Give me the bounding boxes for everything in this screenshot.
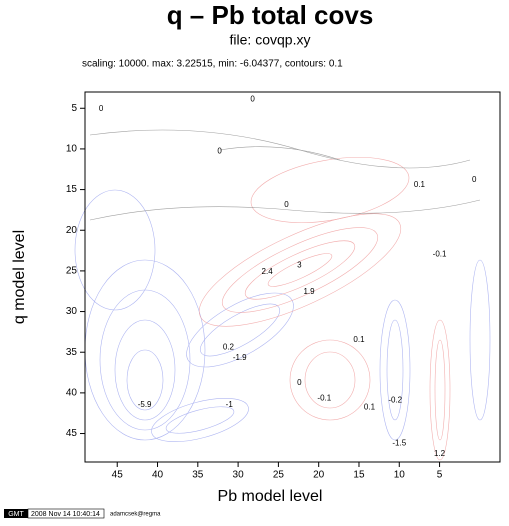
contour-label: 0	[297, 378, 302, 387]
x-tick-label: 40	[152, 470, 164, 481]
timestamp-box	[27, 508, 105, 519]
contour-label: -0.2	[388, 395, 402, 404]
timestamp: 2008 Nov 14 10:40:14	[31, 511, 100, 518]
contour-field	[74, 129, 491, 461]
contour-label: 1.2	[434, 449, 446, 458]
contour-label: 0	[99, 104, 104, 113]
y-tick-label: 45	[66, 428, 78, 439]
x-tick-label: 35	[192, 470, 204, 481]
contour-label: -1	[226, 400, 234, 409]
info-line: scaling: 10000. max: 3.22515, min: -6.04…	[82, 59, 343, 70]
chart-title: q – Pb total covs	[167, 0, 374, 30]
x-tick-label: 10	[394, 470, 406, 481]
x-tick-label: 15	[353, 470, 365, 481]
y-tick-label: 35	[66, 347, 78, 358]
y-axis-label: q model level	[11, 230, 28, 324]
contour-label: -5.9	[138, 400, 152, 409]
contour-label: 0.1	[353, 335, 365, 344]
contour-label: 0.1	[414, 180, 426, 189]
x-tick-label: 5	[437, 470, 443, 481]
x-tick-label: 30	[233, 470, 245, 481]
y-tick-label: 25	[66, 266, 78, 277]
contour-label: 0	[472, 175, 477, 184]
contour-label: 2.4	[262, 267, 274, 276]
chart-subtitle: file: covqp.xy	[230, 32, 311, 48]
x-axis-label: Pb model level	[218, 488, 323, 505]
y-tick-label: 15	[66, 184, 78, 195]
y-tick-label: 30	[66, 306, 78, 317]
contour-label: -0.1	[433, 250, 447, 259]
user: adamcsek@regma	[110, 512, 161, 518]
contour-label: 0	[250, 94, 255, 103]
y-tick-label: 5	[71, 103, 77, 114]
y-tick-label: 20	[66, 225, 78, 236]
x-tick-label: 45	[112, 470, 124, 481]
plot-frame	[84, 91, 501, 463]
x-tick-label: 20	[313, 470, 325, 481]
contour-label: 0	[217, 146, 222, 155]
gmt-logo-box	[4, 509, 28, 518]
x-tick-label: 25	[273, 470, 285, 481]
contour-label: -0.1	[317, 394, 331, 403]
y-tick-label: 10	[66, 144, 78, 155]
contour-label: 0.1	[364, 403, 376, 412]
contour-label: -1.9	[233, 353, 247, 362]
contour-label: 0.2	[223, 342, 235, 351]
y-tick-label: 40	[66, 388, 78, 399]
gmt-logo: GMT	[8, 511, 24, 518]
contour-label: 1.9	[303, 287, 315, 296]
contour-label: 3	[297, 260, 302, 269]
contour-label: -1.5	[392, 438, 406, 447]
contour-label: 0	[284, 200, 289, 209]
